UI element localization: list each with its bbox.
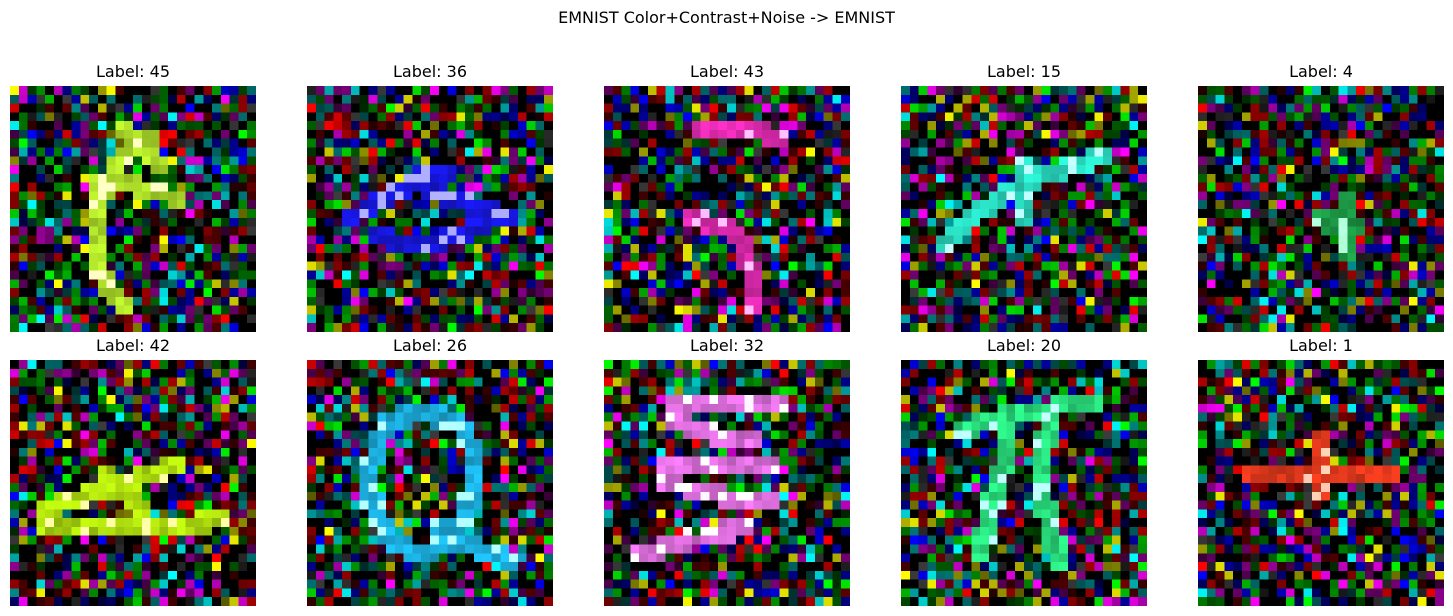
sample-panel: Label: 4	[1198, 62, 1444, 332]
sample-panel: Label: 32	[604, 336, 850, 606]
sample-panel: Label: 1	[1198, 336, 1444, 606]
sample-label: Label: 26	[393, 336, 467, 355]
sample-image	[604, 360, 850, 606]
sample-image	[307, 86, 553, 332]
sample-panel: Label: 45	[10, 62, 256, 332]
sample-label: Label: 15	[987, 62, 1061, 81]
sample-image	[604, 86, 850, 332]
sample-panel: Label: 15	[901, 62, 1147, 332]
sample-panel: Label: 26	[307, 336, 553, 606]
sample-panel: Label: 36	[307, 62, 553, 332]
sample-panel: Label: 20	[901, 336, 1147, 606]
sample-label: Label: 32	[690, 336, 764, 355]
sample-label: Label: 20	[987, 336, 1061, 355]
sample-label: Label: 36	[393, 62, 467, 81]
sample-image	[10, 86, 256, 332]
sample-image	[1198, 86, 1444, 332]
sample-image	[1198, 360, 1444, 606]
sample-label: Label: 1	[1289, 336, 1353, 355]
sample-image	[307, 360, 553, 606]
sample-label: Label: 45	[96, 62, 170, 81]
sample-label: Label: 43	[690, 62, 764, 81]
sample-panel: Label: 43	[604, 62, 850, 332]
sample-image	[901, 360, 1147, 606]
figure-title: EMNIST Color+Contrast+Noise -> EMNIST	[558, 8, 895, 27]
sample-panel: Label: 42	[10, 336, 256, 606]
sample-label: Label: 42	[96, 336, 170, 355]
sample-label: Label: 4	[1289, 62, 1353, 81]
sample-image	[10, 360, 256, 606]
sample-image	[901, 86, 1147, 332]
